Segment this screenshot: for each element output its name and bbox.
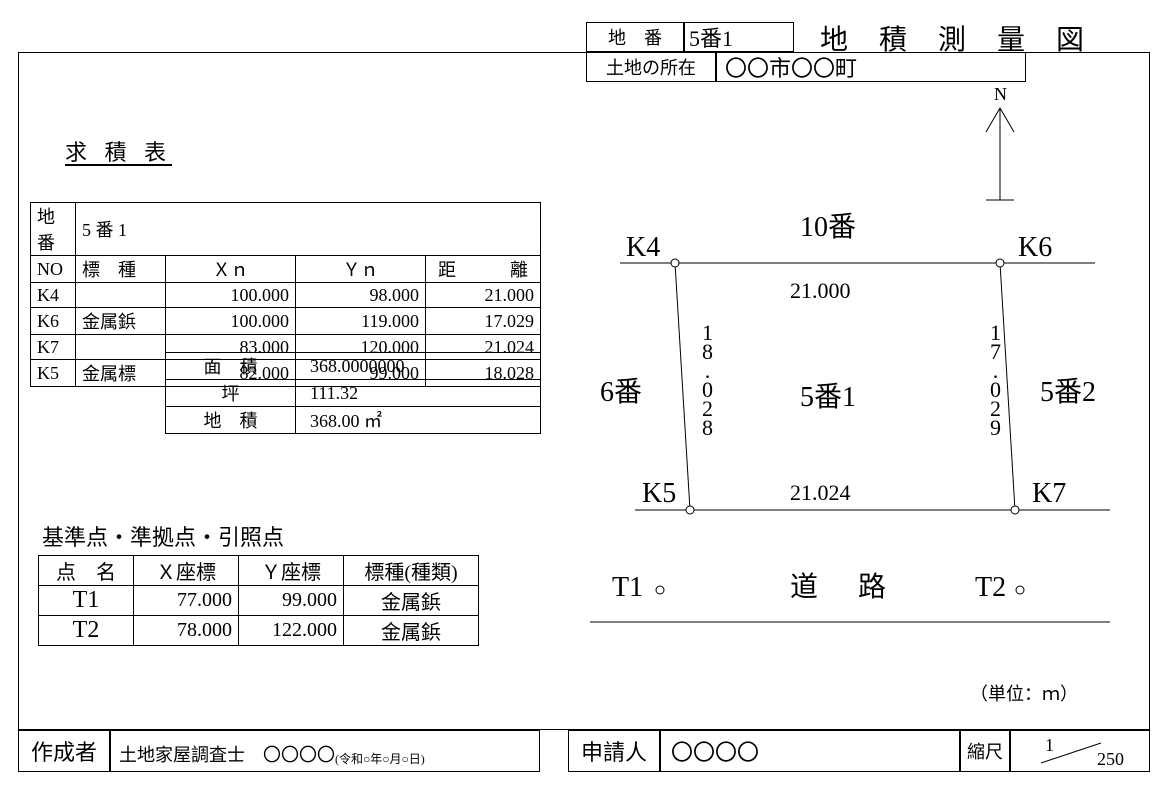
neighbor-left: 6番 [600, 370, 642, 410]
pt-label-k7: K7 [1032, 478, 1066, 510]
pt-label-t2: T2 [975, 572, 1006, 604]
road-label: 道 路 [790, 565, 892, 605]
pt-label-k4: K4 [626, 232, 660, 264]
pt-label-k6: K6 [1018, 232, 1052, 264]
edge-left: 18.028 [694, 320, 720, 434]
pt-label-t1: T1 [612, 572, 643, 604]
pt-label-k5: K5 [642, 478, 676, 510]
neighbor-center: 5番1 [800, 375, 856, 415]
unit-label: （単位：ｍ） [970, 680, 1078, 706]
edge-bottom: 21.024 [790, 480, 851, 506]
neighbor-right: 5番2 [1040, 370, 1096, 410]
edge-right: 17.029 [982, 320, 1008, 434]
edge-top: 21.000 [790, 278, 851, 304]
neighbor-top: 10番 [800, 205, 856, 245]
